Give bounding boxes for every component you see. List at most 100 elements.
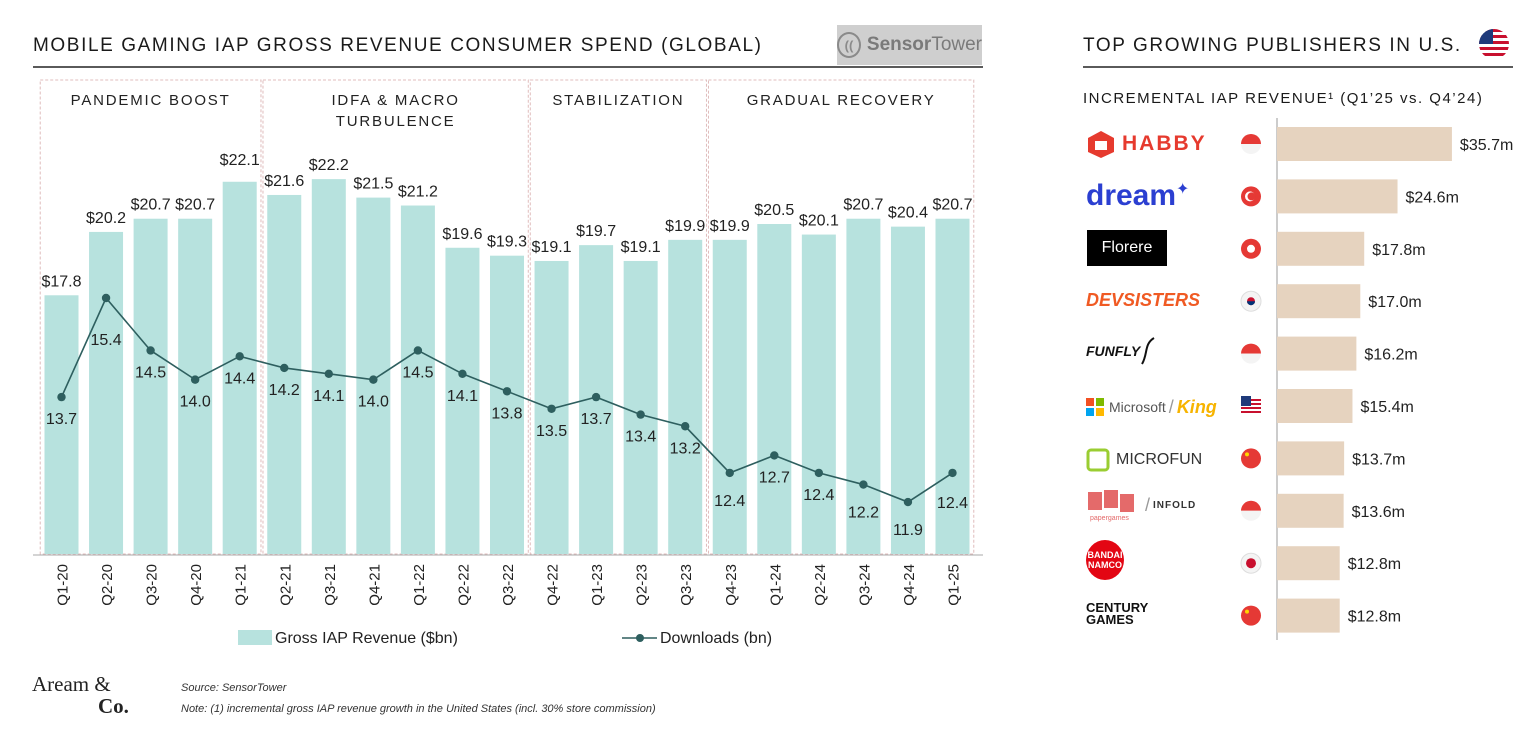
x-tick-label: Q2-23 [634,564,651,606]
left-title-rule [33,66,983,68]
downloads-point [190,375,200,384]
downloads-point [502,387,512,396]
devsisters-logo-text: DEVSISTERS [1086,289,1201,310]
microsoft-king-logo: Microsoft / King [1086,392,1217,422]
revenue-bar [267,194,302,554]
downloads-label: 14.1 [313,388,344,405]
x-tick-label: Q4-20 [188,564,205,606]
svg-text:papergames: papergames [1090,515,1129,522]
revenue-bar [178,218,213,554]
downloads-point [814,468,824,478]
downloads-label: 13.7 [46,411,77,428]
revenue-bar [801,234,836,554]
period-label: GRADUAL RECOVERY [747,92,936,109]
king-logo-text: King [1176,396,1217,417]
revenue-bar-label: $22.2 [309,157,349,174]
publisher-value-label: $13.7m [1352,451,1405,468]
x-tick-label: Q1-21 [233,564,250,606]
note-footnote: Note: (1) incremental gross IAP revenue … [181,703,656,715]
downloads-point [547,404,556,413]
bandai-namco-logo: BANDAI NAMCO [1086,540,1124,580]
brand-line-2: Co. [98,694,129,718]
x-tick-label: Q4-21 [366,564,383,606]
usa-flag-icon [1479,29,1509,59]
right-chart-title: TOP GROWING PUBLISHERS IN U.S. [1083,35,1462,56]
downloads-label: 13.2 [670,440,701,457]
publisher-value-label: $17.8m [1372,242,1425,259]
downloads-point [235,352,244,361]
games-text: GAMES [1086,612,1134,627]
period-label: IDFA & MACRO [331,92,459,109]
downloads-label: 14.5 [402,364,433,381]
hong-kong-flag-icon [1241,238,1261,259]
revenue-bar [445,247,480,554]
publisher-bar [1277,336,1357,371]
revenue-bar-label: $20.7 [131,197,171,214]
funfly-logo: FUNFLY [1086,336,1156,366]
florere-logo-text: Florere [1101,239,1153,256]
china-flag-icon [1241,605,1261,626]
x-tick-label: Q3-20 [144,564,161,606]
publisher-value-label: $12.8m [1348,556,1401,573]
logo-divider: / [1168,396,1174,417]
publisher-bar [1277,598,1340,633]
habby-logo-text: HABBY [1122,132,1207,155]
revenue-bar [400,205,435,554]
singapore-flag-icon [1241,134,1261,154]
downloads-point [413,346,423,355]
revenue-bar [89,231,124,555]
period-label: STABILIZATION [552,92,684,109]
revenue-bar-label: $19.1 [621,239,661,256]
publisher-bar [1277,179,1398,214]
downloads-label: 12.4 [937,495,968,512]
x-tick-label: Q3-24 [856,564,873,606]
microsoft-logo-icon [1086,398,1104,416]
revenue-bar-label: $21.5 [353,176,393,193]
downloads-point [458,369,467,378]
publisher-bar [1277,127,1452,161]
legend-bar-swatch [238,630,272,645]
x-tick-label: Q4-24 [901,564,918,606]
japan-flag-icon [1240,552,1262,574]
revenue-bar-label: $19.1 [532,239,572,256]
south-korea-flag-icon [1240,290,1262,312]
revenue-bar-label: $20.7 [932,197,972,214]
microfun-logo-icon [1086,448,1110,472]
x-tick-label: Q4-22 [545,564,562,606]
microfun-logo: MICROFUN [1086,445,1202,475]
downloads-point [324,369,333,378]
dream-sparkle-icon: ✦ [1176,181,1190,198]
legend-line-label: Downloads (bn) [660,630,772,647]
microfun-logo-text: MICROFUN [1116,451,1203,468]
downloads-point [636,410,645,419]
publisher-value-label: $16.2m [1364,347,1417,364]
revenue-bar-label: $20.7 [175,197,215,214]
revenue-bar-label: $19.7 [576,223,616,240]
turkey-flag-icon [1241,186,1261,207]
downloads-point [101,293,111,303]
revenue-bar-label: $20.5 [754,202,794,219]
brand-line-1: Aream & [32,672,111,696]
downloads-point [903,497,913,507]
x-tick-label: Q4-23 [723,564,740,606]
x-tick-label: Q1-25 [946,564,963,606]
downloads-label: 12.4 [714,493,745,510]
publisher-bar [1277,441,1345,476]
downloads-point [57,392,66,402]
revenue-bar [44,295,79,554]
publisher-value-label: $12.8m [1348,609,1401,626]
x-tick-label: Q3-23 [678,564,695,606]
century-games-logo: CENTURY GAMES [1086,601,1148,630]
downloads-label: 14.1 [447,388,478,405]
downloads-point [280,363,289,373]
sensor-tower-logo: (( SensorTower [837,25,982,65]
revenue-bar-label: $19.6 [442,226,482,243]
publisher-value-label: $35.7m [1460,137,1513,154]
florere-logo: Florere [1087,230,1167,266]
x-tick-label: Q1-24 [767,564,784,606]
revenue-bar-label: $19.3 [487,234,527,251]
left-chart-title: MOBILE GAMING IAP GROSS REVENUE CONSUMER… [33,35,763,56]
legend-bar-label: Gross IAP Revenue ($bn) [275,630,458,647]
downloads-point [681,422,690,431]
revenue-bar [222,181,257,554]
